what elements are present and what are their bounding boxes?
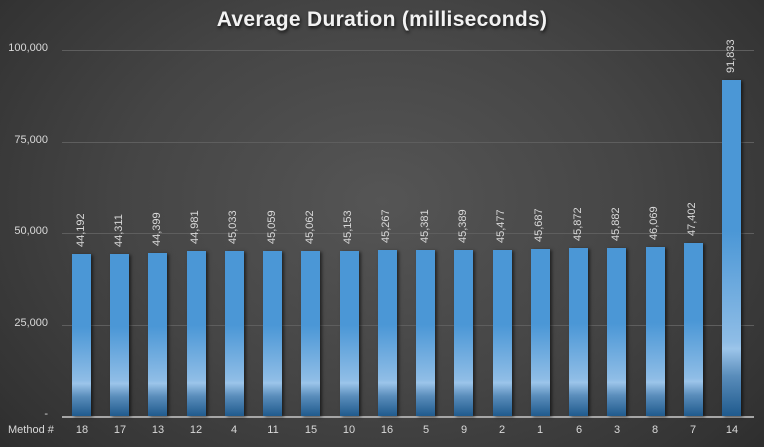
data-label: 45,381 xyxy=(419,209,431,243)
gridline xyxy=(62,50,754,51)
x-tick-label: 1 xyxy=(536,424,544,436)
data-label: 47,402 xyxy=(686,202,698,236)
bar-method-8 xyxy=(646,247,665,416)
x-tick-label: 10 xyxy=(342,424,356,436)
x-tick-label: 2 xyxy=(498,424,506,436)
x-tick-label: 8 xyxy=(651,424,659,436)
x-tick-label: 15 xyxy=(304,424,318,436)
bar-method-10 xyxy=(340,251,359,416)
y-tick-label: 100,000 xyxy=(8,42,48,54)
y-tick-label: 25,000 xyxy=(14,317,48,329)
data-label: 44,981 xyxy=(189,210,201,244)
bar-method-13 xyxy=(148,253,167,416)
data-label: 44,311 xyxy=(113,214,125,247)
bar-method-15 xyxy=(301,251,320,416)
data-label: 45,687 xyxy=(533,208,545,242)
data-label: 45,389 xyxy=(457,209,469,243)
x-tick-label: 7 xyxy=(689,424,697,436)
bar-method-5 xyxy=(416,250,435,416)
y-tick-label: 50,000 xyxy=(14,225,48,237)
data-label: 91,833 xyxy=(725,39,737,73)
x-tick-label: 17 xyxy=(113,424,127,436)
x-tick-label: 13 xyxy=(151,424,165,436)
data-label: 45,059 xyxy=(266,210,278,244)
bar-method-3 xyxy=(607,248,626,416)
x-tick-label: 9 xyxy=(460,424,468,436)
bar-method-2 xyxy=(493,250,512,416)
x-tick-label: 14 xyxy=(725,424,739,436)
x-axis-line xyxy=(62,416,754,418)
bar-method-9 xyxy=(454,250,473,416)
bar-method-18 xyxy=(72,254,91,416)
gridline xyxy=(62,325,754,326)
bar-method-7 xyxy=(684,243,703,416)
bar-method-11 xyxy=(263,251,282,416)
x-tick-label: 12 xyxy=(189,424,203,436)
data-label: 45,882 xyxy=(610,207,622,241)
bar-method-16 xyxy=(378,250,397,416)
x-tick-label: 16 xyxy=(380,424,394,436)
bar-method-14 xyxy=(722,80,741,416)
bar-method-17 xyxy=(110,254,129,416)
x-axis-title: Method # xyxy=(8,424,54,436)
data-label: 45,477 xyxy=(495,209,507,243)
chart-title: Average Duration (milliseconds) xyxy=(216,8,548,31)
x-tick-label: 6 xyxy=(575,424,583,436)
y-tick-label: 75,000 xyxy=(14,134,48,146)
data-label: 46,069 xyxy=(648,206,660,240)
y-tick-label: - xyxy=(44,408,48,420)
data-label: 45,267 xyxy=(380,209,392,243)
x-tick-label: 4 xyxy=(230,424,238,436)
bar-method-6 xyxy=(569,248,588,416)
x-tick-label: 18 xyxy=(75,424,89,436)
bar-method-12 xyxy=(187,251,206,416)
data-label: 45,062 xyxy=(304,210,316,244)
data-label: 45,872 xyxy=(572,207,584,241)
bar-method-4 xyxy=(225,251,244,416)
data-label: 45,153 xyxy=(342,210,354,244)
x-tick-label: 11 xyxy=(267,424,279,436)
gridline xyxy=(62,233,754,234)
data-label: 44,192 xyxy=(75,213,87,247)
x-tick-label: 3 xyxy=(613,424,621,436)
x-tick-label: 5 xyxy=(422,424,430,436)
data-label: 45,033 xyxy=(227,210,239,244)
gridline xyxy=(62,142,754,143)
data-label: 44,399 xyxy=(151,212,163,246)
bar-method-1 xyxy=(531,249,550,416)
